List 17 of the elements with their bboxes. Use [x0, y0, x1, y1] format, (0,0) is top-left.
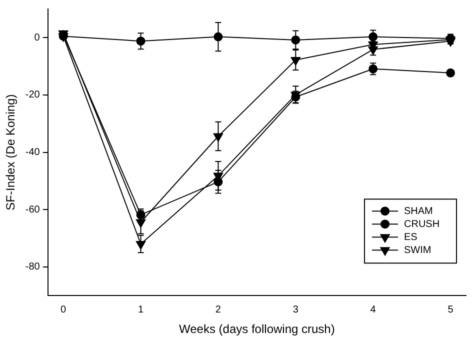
y-tick-label: -60 — [25, 204, 40, 216]
x-tick-label: 2 — [215, 304, 222, 316]
x-tick-label: 1 — [138, 304, 144, 316]
x-tick-label: 0 — [60, 304, 67, 316]
y-axis-title: SF-Index (De Koning) — [4, 94, 18, 210]
x-tick-label: 4 — [370, 304, 376, 316]
legend-label: ES — [404, 232, 418, 243]
x-tick-label: 5 — [448, 304, 454, 316]
x-axis-title: Weeks (days following crush) — [179, 322, 335, 336]
y-tick-label: -40 — [25, 147, 40, 158]
y-tick-label: 0 — [34, 32, 40, 44]
legend-label: SWIM — [404, 244, 432, 256]
legend-label: SHAM — [404, 206, 433, 217]
y-tick-label: -80 — [25, 262, 40, 273]
legend-label: CRUSH — [404, 218, 440, 230]
y-tick-label: -20 — [25, 90, 40, 101]
x-tick-label: 3 — [292, 304, 299, 316]
